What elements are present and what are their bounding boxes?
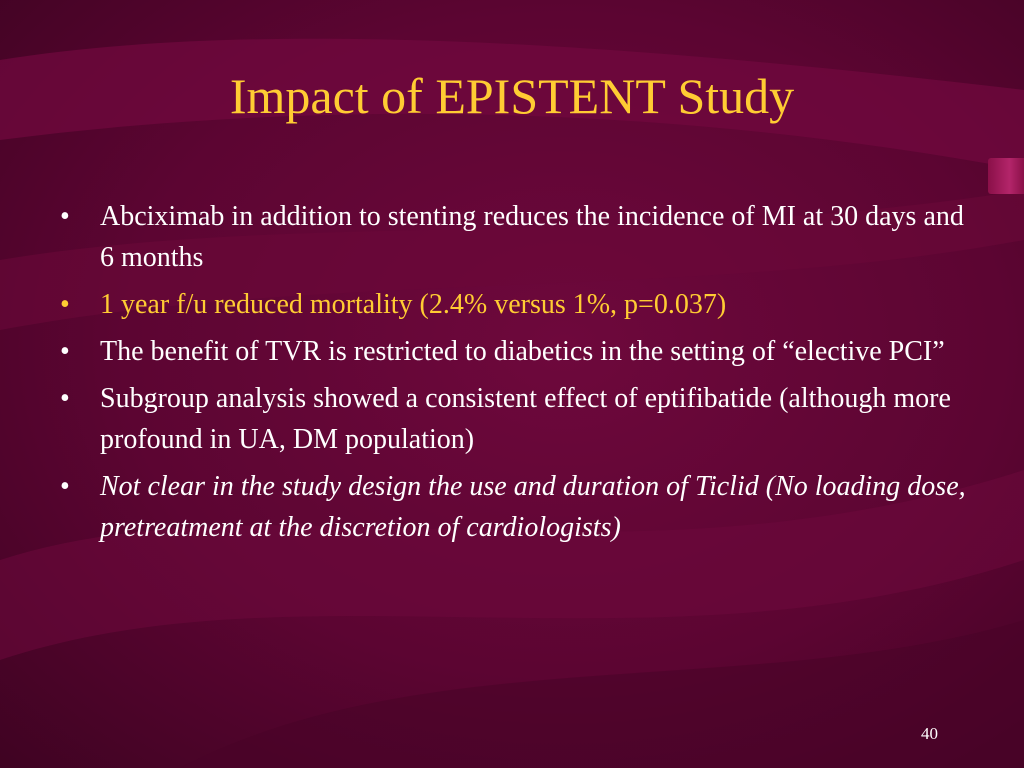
bullet-marker: • xyxy=(60,383,70,414)
slide-title: Impact of EPISTENT Study xyxy=(229,68,795,124)
bullet-item: • The benefit of TVR is restricted to di… xyxy=(60,331,970,372)
bullet-marker: • xyxy=(60,201,70,232)
page-number: 40 xyxy=(921,724,938,743)
bullet-item: • Not clear in the study design the use … xyxy=(60,466,970,548)
bullet-text: Subgroup analysis showed a consistent ef… xyxy=(100,383,951,455)
bullet-text: The benefit of TVR is restricted to diab… xyxy=(100,336,945,367)
bullet-text: Not clear in the study design the use an… xyxy=(100,471,966,543)
bullet-text: 1 year f/u reduced mortality (2.4% versu… xyxy=(100,289,727,320)
bullet-item: • Subgroup analysis showed a consistent … xyxy=(60,378,970,460)
bullet-marker: • xyxy=(60,471,70,502)
bullet-item: • Abciximab in addition to stenting redu… xyxy=(60,196,970,278)
bullet-marker: • xyxy=(60,289,70,320)
side-tab-decoration xyxy=(988,158,1024,194)
bullet-list: • Abciximab in addition to stenting redu… xyxy=(60,196,970,554)
bullet-text: Abciximab in addition to stenting reduce… xyxy=(100,201,964,273)
bullet-item: • 1 year f/u reduced mortality (2.4% ver… xyxy=(60,284,970,325)
bullet-marker: • xyxy=(60,336,70,367)
